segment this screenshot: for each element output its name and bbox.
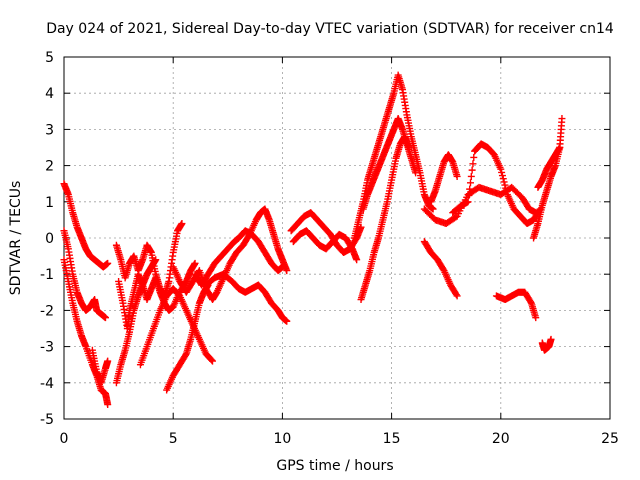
data-point bbox=[470, 153, 478, 161]
series-track-1 bbox=[60, 180, 112, 271]
series-track-25 bbox=[538, 335, 555, 354]
x-tick-label: 5 bbox=[169, 431, 178, 447]
data-point bbox=[104, 401, 112, 409]
data-point bbox=[466, 185, 474, 193]
data-point bbox=[547, 335, 555, 343]
data-point bbox=[209, 357, 217, 365]
data-point bbox=[152, 256, 160, 264]
y-tick-label: -5 bbox=[40, 412, 54, 428]
series-track-17 bbox=[357, 133, 413, 304]
series-track-7 bbox=[112, 256, 160, 387]
data-point bbox=[556, 144, 564, 151]
y-tick-label: 0 bbox=[45, 231, 54, 247]
data-point bbox=[178, 220, 186, 228]
data-points bbox=[60, 71, 566, 409]
data-point bbox=[453, 292, 461, 300]
data-point bbox=[467, 172, 475, 180]
y-tick-label: -2 bbox=[40, 303, 54, 319]
data-point bbox=[500, 178, 508, 186]
series-track-21 bbox=[449, 140, 544, 228]
data-point bbox=[502, 184, 510, 192]
data-point bbox=[283, 267, 291, 275]
data-point bbox=[283, 317, 291, 325]
data-point bbox=[452, 291, 460, 299]
data-point bbox=[468, 166, 476, 174]
data-point bbox=[181, 351, 189, 359]
data-point bbox=[412, 169, 420, 177]
series-track-19 bbox=[420, 238, 461, 300]
y-tick-label: 4 bbox=[45, 86, 54, 102]
data-point bbox=[558, 115, 566, 123]
y-tick-label: 2 bbox=[45, 159, 54, 175]
series-track-16 bbox=[359, 115, 420, 213]
series-track-5 bbox=[112, 220, 186, 300]
data-point bbox=[104, 357, 112, 365]
series-track-23 bbox=[530, 115, 566, 242]
data-point bbox=[208, 356, 216, 364]
data-point bbox=[499, 175, 507, 183]
data-point bbox=[497, 165, 505, 173]
series-track-24 bbox=[534, 144, 564, 191]
data-point bbox=[104, 259, 112, 267]
data-point bbox=[353, 256, 361, 264]
data-point bbox=[464, 198, 472, 206]
data-point bbox=[405, 144, 413, 151]
data-point bbox=[453, 172, 461, 180]
y-tick-label: -3 bbox=[40, 340, 54, 356]
x-tick-label: 10 bbox=[273, 431, 291, 447]
series-track-10 bbox=[169, 205, 291, 304]
series-track-2 bbox=[60, 227, 109, 322]
y-tick-label: 3 bbox=[45, 122, 54, 138]
data-point bbox=[498, 172, 506, 180]
data-point bbox=[498, 168, 506, 176]
data-point bbox=[527, 298, 535, 306]
y-axis-label: SDTVAR / TECUs bbox=[8, 181, 24, 296]
series-track-8 bbox=[136, 285, 217, 369]
data-point bbox=[429, 205, 437, 213]
series-track-3 bbox=[60, 256, 112, 409]
series-track-15 bbox=[350, 71, 437, 242]
series-track-18 bbox=[427, 151, 461, 206]
series-track-12 bbox=[202, 270, 291, 325]
data-point bbox=[465, 191, 473, 199]
x-tick-label: 25 bbox=[601, 431, 619, 447]
series-track-9 bbox=[163, 281, 212, 394]
data-point bbox=[101, 314, 109, 322]
data-point bbox=[278, 263, 286, 271]
y-tick-label: -4 bbox=[40, 376, 54, 392]
chart-title: Day 024 of 2021, Sidereal Day-to-day VTE… bbox=[46, 21, 614, 37]
x-tick-label: 15 bbox=[383, 431, 401, 447]
data-point bbox=[503, 187, 511, 195]
x-tick-label: 20 bbox=[492, 431, 510, 447]
y-tick-label: 5 bbox=[45, 50, 54, 66]
data-point bbox=[469, 160, 477, 168]
x-axis-label: GPS time / hours bbox=[276, 458, 393, 474]
y-tick-label: 1 bbox=[45, 195, 54, 211]
data-point bbox=[466, 179, 474, 187]
data-point bbox=[501, 181, 509, 189]
data-point bbox=[191, 259, 199, 267]
data-point bbox=[452, 213, 460, 221]
axis-ticks: 0 5 10 15 20 25 -5 -4 -3 -2 -1 0 1 2 3 4 5 bbox=[40, 50, 619, 447]
series-track-22 bbox=[492, 288, 540, 322]
data-point bbox=[532, 314, 540, 322]
x-tick-label: 0 bbox=[60, 431, 69, 447]
series-track-14 bbox=[289, 227, 361, 264]
y-tick-label: -1 bbox=[40, 267, 54, 283]
series-track-4 bbox=[88, 346, 112, 387]
